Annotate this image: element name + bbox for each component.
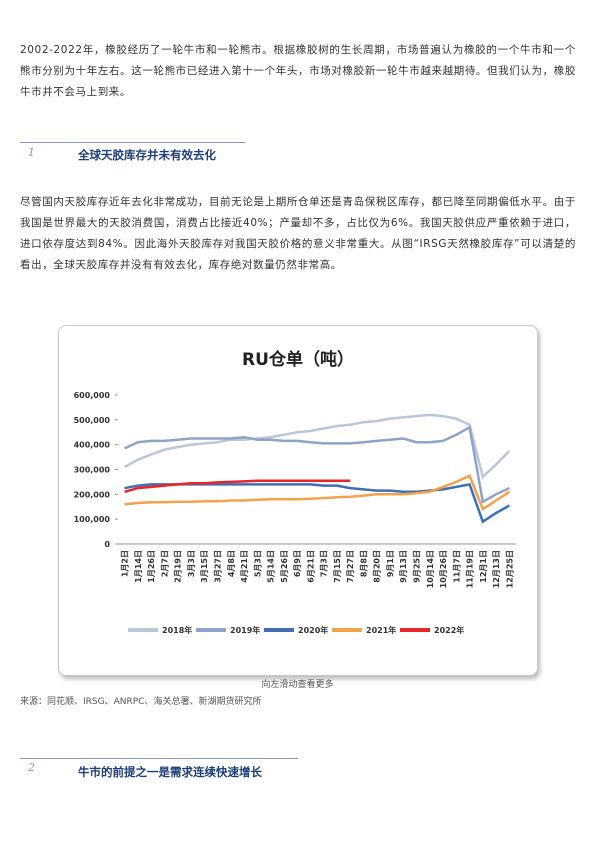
section-title: 牛市的前提之一是需求连续快速增长	[78, 765, 262, 779]
x-tick-label: 1月2日	[121, 550, 130, 577]
x-tick-label: 7月3日	[320, 550, 329, 577]
x-tick-label: 6月9日	[293, 550, 302, 577]
x-tick-label: 12月1日	[479, 550, 488, 583]
paragraph: 2002-2022年，橡胶经历了一轮牛市和一轮熊市。根据橡胶树的生长周期，市场普…	[20, 44, 576, 98]
line-series	[124, 474, 511, 512]
chart-title: RU仓单（吨）	[242, 349, 354, 370]
divider	[20, 142, 245, 143]
y-tick-label: 100,000	[74, 515, 111, 524]
section-number: 2	[28, 761, 35, 774]
x-tick-label: 6月21日	[306, 550, 315, 583]
x-tick-label: 8月20日	[373, 550, 382, 583]
x-tick-label: 5月14日	[267, 550, 276, 583]
source: 来源：同花顺、IRSG、ANRPC、海关总署、新湖期货研究所	[20, 697, 262, 707]
paragraph: 尽管国内天胶库存近年去化非常成功，目前无论是上期所仓单还是青岛保税区库存，都已降…	[20, 196, 576, 271]
divider	[20, 758, 298, 759]
x-tick-label: 4月21日	[240, 550, 249, 583]
x-tick-label: 4月8日	[227, 550, 236, 577]
y-tick-label: 600,000	[74, 391, 111, 400]
line-series	[124, 479, 351, 494]
x-tick-label: 9月1日	[386, 550, 395, 577]
x-tick-label: 12月13日	[492, 550, 501, 588]
x-tick-label: 2月7日	[160, 550, 169, 577]
section-number: 1	[28, 146, 35, 159]
x-tick-label: 5月3日	[253, 550, 262, 577]
legend-label: 2019年	[230, 625, 260, 635]
x-tick-label: 10月14日	[426, 550, 435, 588]
chart: RU仓单（吨） 0 100,000 200,000 300,000 400,000 500…	[74, 349, 516, 635]
x-tick-label: 9月13日	[399, 550, 408, 583]
caption: 向左滑动查看更多	[261, 680, 334, 690]
section-title: 全球天胶库存并未有效去化	[78, 148, 216, 162]
x-tick-label: 11月19日	[466, 550, 475, 588]
x-tick-label: 12月25日	[505, 550, 514, 588]
x-tick-label: 10月26日	[439, 550, 448, 588]
x-tick-label: 1月14日	[134, 550, 143, 583]
line-series	[124, 425, 510, 504]
x-tick-label: 1月26日	[147, 550, 156, 583]
x-tick-label: 5月26日	[280, 550, 289, 583]
legend-label: 2021年	[366, 625, 396, 635]
x-tick-label: 9月25日	[413, 550, 422, 583]
x-tick-label: 8月8日	[359, 550, 368, 577]
x-tick-label: 3月27日	[214, 550, 223, 583]
y-tick-label: 300,000	[74, 466, 111, 475]
y-tick-label: 400,000	[74, 441, 111, 450]
x-tick-label: 7月15日	[333, 550, 342, 583]
legend-label: 2020年	[298, 625, 328, 635]
x-tick-label: 2月19日	[174, 550, 183, 583]
x-tick-label: 3月15日	[200, 550, 209, 583]
x-tick-label: 11月7日	[452, 550, 461, 583]
line-series	[123, 413, 511, 480]
y-tick-label: 200,000	[74, 490, 111, 499]
y-tick-label: 500,000	[74, 416, 111, 425]
x-tick-label: 7月27日	[346, 550, 355, 583]
y-tick-label: 0	[104, 540, 110, 549]
legend-label: 2022年	[434, 625, 464, 635]
x-tick-label: 3月3日	[187, 550, 196, 577]
legend-label: 2018年	[162, 625, 192, 635]
